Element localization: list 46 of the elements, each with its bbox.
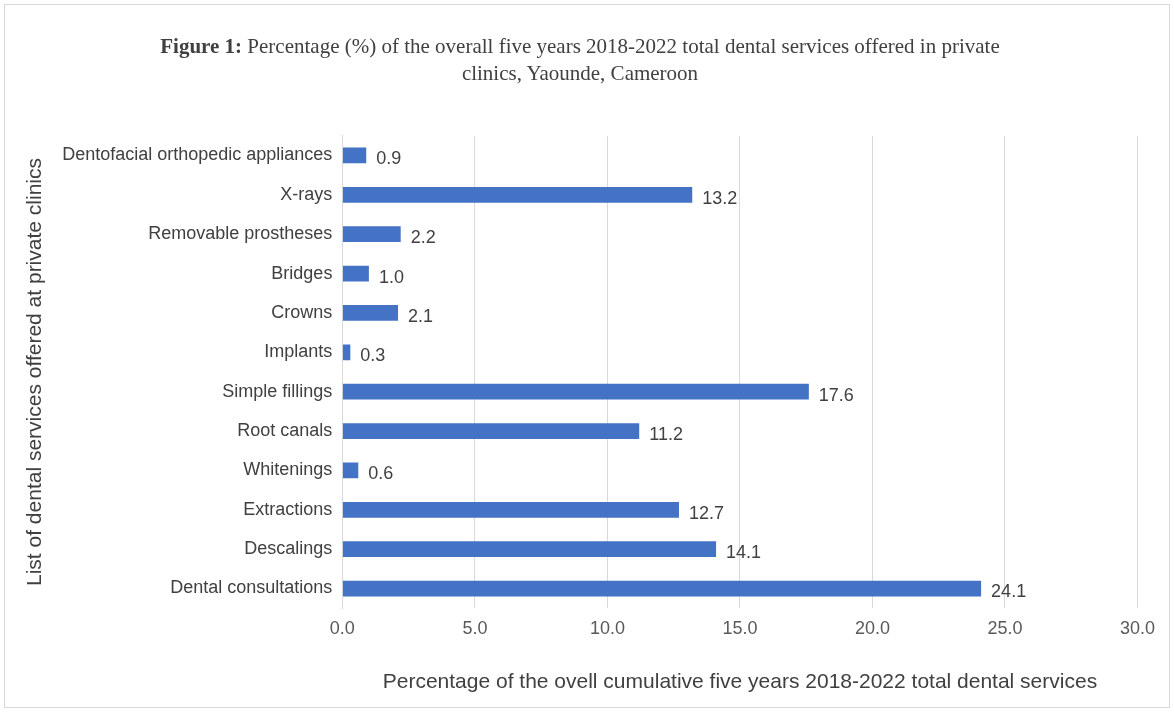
data-label: 13.2 (702, 187, 738, 208)
y-tick-label: X-rays (280, 183, 333, 204)
x-tick-label: 10.0 (589, 617, 625, 638)
bar (342, 423, 640, 439)
data-label: 0.9 (376, 148, 402, 169)
data-label: 12.7 (688, 502, 725, 523)
y-tick-label: Dental consultations (170, 577, 333, 598)
y-tick-label: Removable prostheses (148, 223, 333, 244)
y-tick-label: Crowns (271, 301, 333, 322)
bar (342, 265, 369, 282)
bar (342, 541, 717, 558)
bar (342, 501, 679, 518)
data-label: 2.2 (410, 227, 436, 248)
x-tick-label: 30.0 (1119, 617, 1156, 638)
y-tick-label: Extractions (243, 498, 333, 519)
y-tick-label: Simple fillings (222, 380, 333, 401)
data-label: 2.1 (408, 305, 434, 326)
data-label: 1.0 (378, 266, 404, 287)
bar (342, 226, 401, 243)
x-tick-label: 0.0 (329, 617, 355, 638)
y-tick-label: Root canals (237, 420, 333, 441)
data-label: 17.6 (818, 384, 854, 405)
y-tick-label: Bridges (271, 262, 333, 283)
bar (342, 344, 351, 361)
y-tick-label: Implants (264, 341, 333, 362)
y-axis-title: List of dental services offered at private clinics (22, 158, 46, 586)
x-tick-label: 15.0 (722, 617, 758, 638)
x-tick-label: 20.0 (854, 617, 890, 638)
data-label: 11.2 (649, 424, 683, 445)
bar (342, 383, 809, 400)
data-label: 0.3 (360, 345, 386, 366)
bar (342, 147, 367, 164)
bar (342, 186, 693, 203)
bar (342, 462, 359, 479)
bar (342, 580, 982, 597)
y-tick-label: Dentofacial orthopedic appliances (62, 144, 333, 165)
y-tick-label: Descalings (244, 538, 333, 559)
chart-title: Figure 1: Percentage (%) of the overall five years 2018-2022 total dental services offered in private clinics, Yaounde, Cameroon (159, 33, 1001, 87)
x-axis-title: Percentage of the ovell cumulative five years 2018-2022 total dental services (382, 669, 1098, 693)
x-tick-label: 5.0 (462, 617, 488, 638)
x-tick-label: 25.0 (987, 617, 1023, 638)
data-label: 24.1 (991, 581, 1027, 602)
data-label: 0.6 (368, 463, 394, 484)
bar (342, 305, 399, 321)
y-tick-label: Whitenings (243, 459, 333, 480)
data-label: 14.1 (726, 542, 762, 563)
